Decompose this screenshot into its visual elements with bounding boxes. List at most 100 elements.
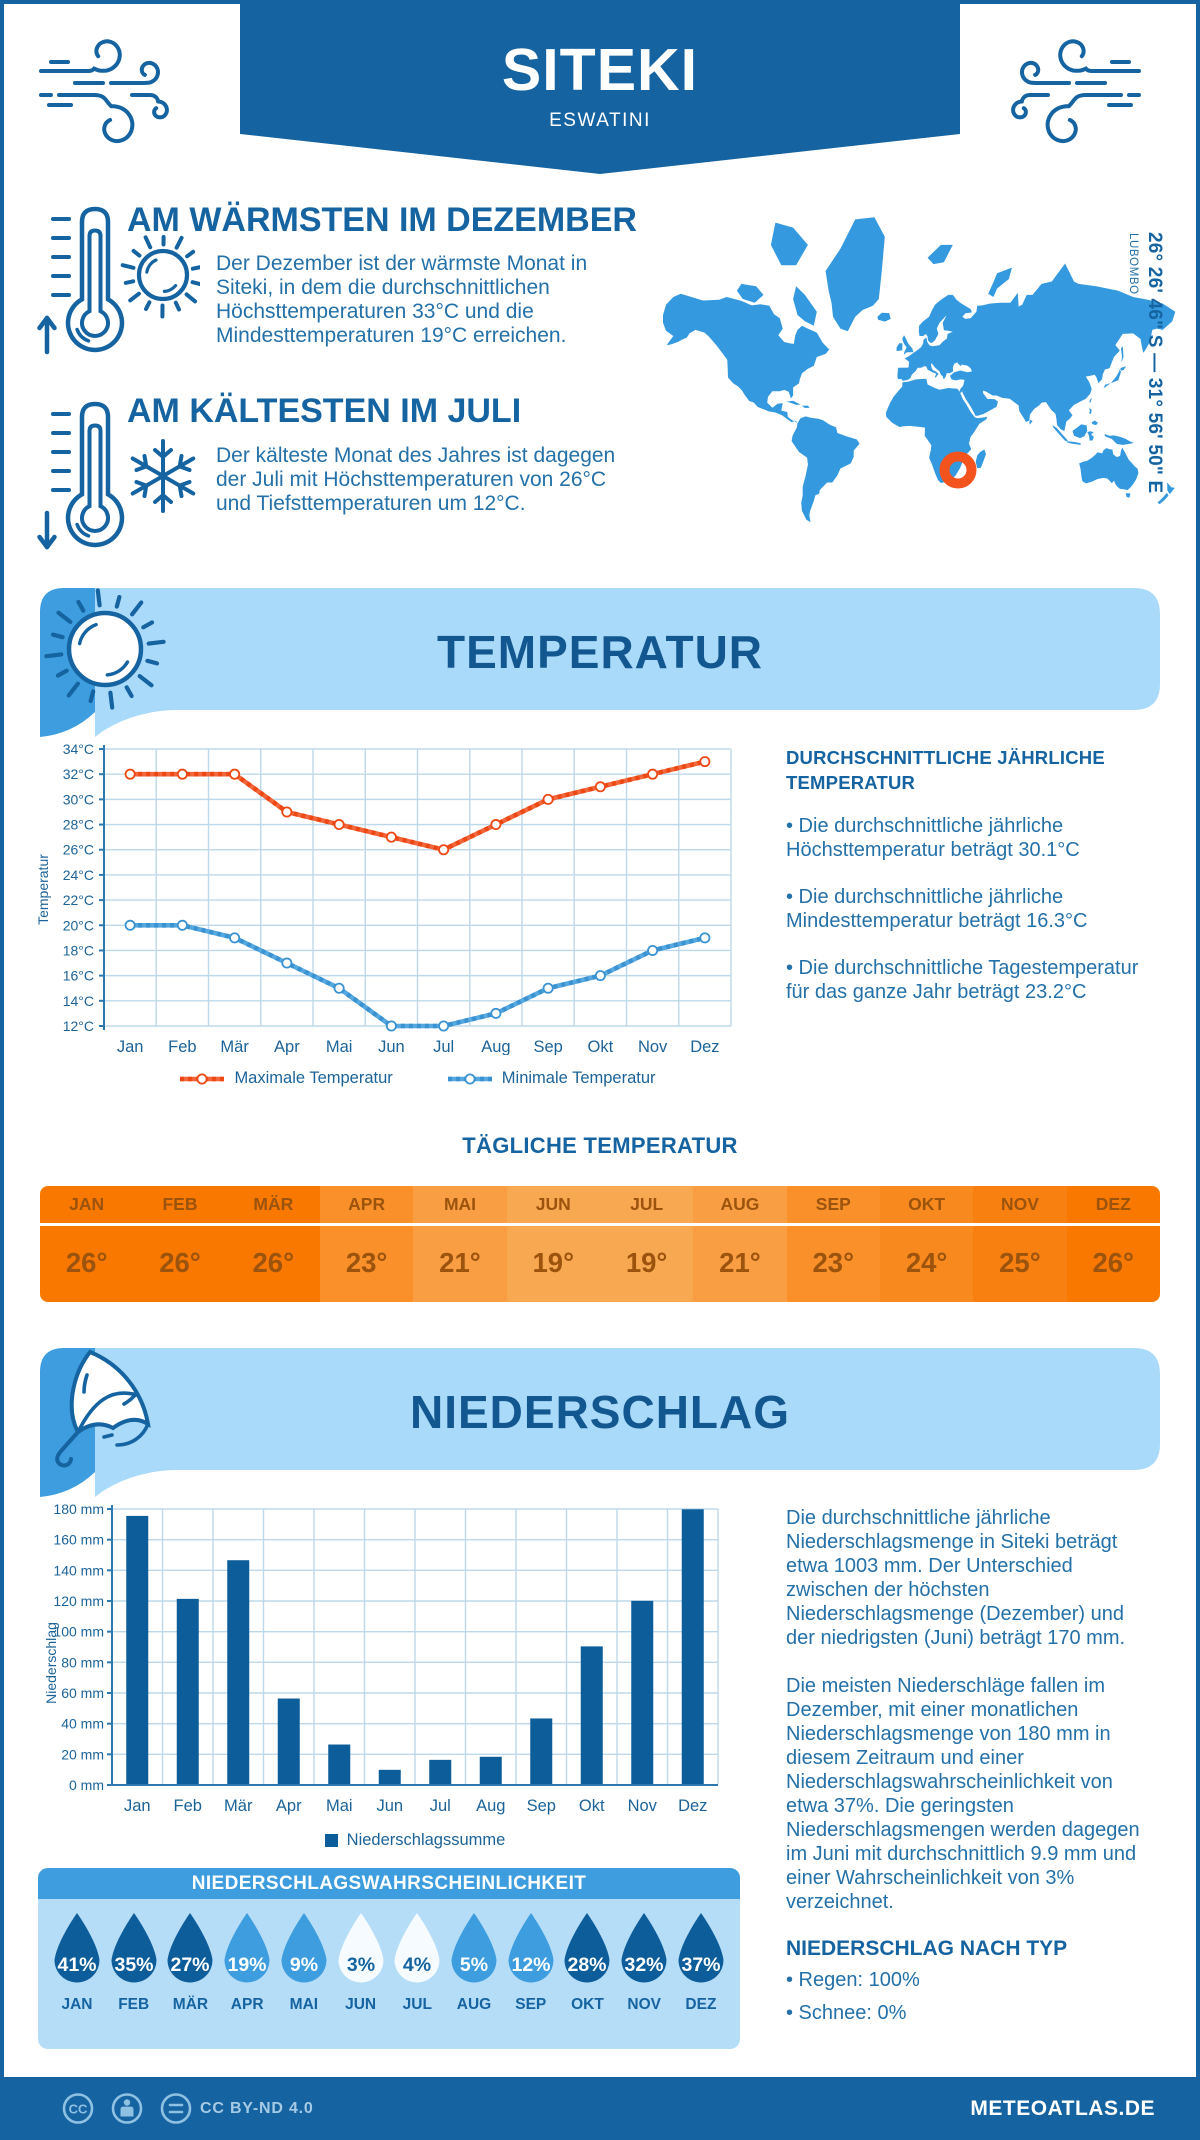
raindrop-icon: 12% xyxy=(508,1913,554,1983)
probability-drop: 27% MÄR xyxy=(165,1912,215,2014)
legend-label: Maximale Temperatur xyxy=(234,1069,393,1087)
raindrop-shape xyxy=(167,1913,213,1983)
raindrop-shape xyxy=(451,1913,497,1983)
bar xyxy=(580,1646,603,1785)
svg-text:Sep: Sep xyxy=(527,1797,556,1815)
daily-temp-column: NOV 25° xyxy=(973,1186,1067,1302)
avg-max-temp-bullet: • Die durchschnittliche jährliche Höchst… xyxy=(786,815,1080,861)
svg-text:Jun: Jun xyxy=(376,1797,403,1815)
precipitation-paragraph: Die durchschnittliche jährliche Niedersc… xyxy=(786,1507,1126,1649)
daily-temp-column: DEZ 26° xyxy=(1066,1186,1160,1302)
raindrop-icon: 4% xyxy=(394,1913,440,1983)
svg-text:Apr: Apr xyxy=(274,1038,300,1055)
legend-item: Minimale Temperatur xyxy=(447,1069,656,1088)
raindrop-shape xyxy=(621,1913,667,1983)
legend-item: Maximale Temperatur xyxy=(179,1069,393,1088)
snow-share-bullet: • Schnee: 0% xyxy=(786,2002,907,2024)
raindrop-icon: 3% xyxy=(338,1913,384,1983)
y-tick-label: 180 mm xyxy=(53,1501,104,1517)
y-tick-label: 160 mm xyxy=(53,1532,104,1548)
cc-license-icons: CC xyxy=(62,2093,192,2124)
svg-text:Nov: Nov xyxy=(628,1797,658,1815)
daily-temp-month: APR xyxy=(319,1186,414,1226)
raindrop-icon: 5% xyxy=(451,1913,497,1983)
brand-label: METEOATLAS.DE xyxy=(970,2096,1155,2120)
raindrop-shape xyxy=(281,1913,327,1983)
raindrop-shape xyxy=(54,1913,100,1983)
daily-temp-value: 25° xyxy=(999,1247,1041,1278)
thermometer-snowflake-icon xyxy=(37,401,196,550)
precipitation-banner xyxy=(40,1348,1160,1497)
y-tick-label: 16°C xyxy=(63,968,94,984)
daily-temp-month: JUN xyxy=(506,1186,600,1226)
daily-temperature-title: TÄGLICHE TEMPERATUR xyxy=(462,1133,738,1158)
daily-temp-column: JAN 26° xyxy=(40,1186,134,1302)
world-map xyxy=(663,217,1176,523)
cc-nd-icon xyxy=(160,2093,192,2124)
daily-temp-value: 26° xyxy=(65,1247,108,1278)
probability-value: 5% xyxy=(460,1954,488,1976)
svg-text:Sep: Sep xyxy=(533,1038,562,1055)
temperature-section-title: TEMPERATUR xyxy=(436,626,764,678)
probability-drop: 41% JAN xyxy=(52,1912,102,2014)
daily-temp-column: MÄR 26° xyxy=(226,1186,320,1302)
y-tick-label: 26°C xyxy=(63,842,94,858)
y-tick-label: 24°C xyxy=(63,867,94,883)
probability-value: 28% xyxy=(568,1954,607,1976)
raindrop-shape xyxy=(224,1913,270,1983)
temperature-chart: 12°C 14°C 16°C 18°C 20°C 22°C 24°C 26°C 28°C 30°C… xyxy=(35,741,732,1055)
probability-month: JUL xyxy=(402,1996,432,2013)
daily-temp-column: SEP 23° xyxy=(786,1186,880,1302)
y-tick-label: 80 mm xyxy=(61,1654,104,1670)
map-region-label: LUBOMBO xyxy=(1127,233,1139,295)
legend-label: Minimale Temperatur xyxy=(501,1069,656,1087)
daily-temp-value: 23° xyxy=(812,1247,855,1278)
daily-temp-column: APR 23° xyxy=(319,1186,414,1302)
svg-text:Okt: Okt xyxy=(579,1797,605,1815)
raindrop-shape xyxy=(508,1913,554,1983)
svg-text:Mär: Mär xyxy=(220,1038,249,1055)
page-title: SITEKI xyxy=(501,37,699,103)
bar xyxy=(429,1759,452,1785)
precipitation-section-title: NIEDERSCHLAG xyxy=(409,1386,791,1438)
avg-day-temp-bullet: • Die durchschnittliche Tagestemperatur … xyxy=(786,957,1139,1003)
coldest-text: Der kälteste Monat des Jahres ist dagege… xyxy=(216,444,616,515)
precipitation-paragraph: Die meisten Niederschläge fallen im Deze… xyxy=(786,1675,1140,1913)
precipitation-chart: 0 mm 20 mm 40 mm 60 mm 80 mm 100 mm 120 mm 140 … xyxy=(43,1501,719,1815)
probability-drop: 32% NOV xyxy=(619,1912,669,2014)
svg-text:Okt: Okt xyxy=(588,1038,614,1055)
probability-month: DEZ xyxy=(685,1996,717,2013)
y-tick-label: 14°C xyxy=(63,993,94,1009)
probability-drop: 9% MAI xyxy=(279,1912,329,2014)
bar xyxy=(378,1769,401,1785)
bar xyxy=(631,1600,654,1785)
daily-temp-value: 26° xyxy=(1092,1247,1135,1278)
rain-share-bullet: • Regen: 100% xyxy=(786,1969,920,1991)
daily-temp-value: 26° xyxy=(159,1247,201,1278)
probability-value: 41% xyxy=(57,1954,96,1976)
daily-temperature-table: JAN 26° FEB 26° MÄR 26° APR 23° MAI 21° JUN 19° JUL 1… xyxy=(40,1186,1160,1302)
probability-drop: 35% FEB xyxy=(109,1912,159,2014)
y-tick-label: 40 mm xyxy=(61,1716,104,1732)
daily-temp-month: NOV xyxy=(973,1186,1067,1226)
y-tick-label: 22°C xyxy=(63,892,94,908)
svg-text:Dez: Dez xyxy=(678,1797,707,1815)
raindrop-icon: 9% xyxy=(281,1913,327,1983)
daily-temp-value: 19° xyxy=(532,1247,575,1278)
daily-temp-value: 21° xyxy=(439,1247,481,1278)
raindrop-icon: 41% xyxy=(54,1913,100,1983)
probability-month: SEP xyxy=(515,1996,547,2013)
probability-month: MAI xyxy=(289,1996,319,2013)
probability-drop: 12% SEP xyxy=(506,1912,556,2014)
map-coordinates: 26° 26' 46" S — 31° 56' 50" E xyxy=(1144,232,1165,494)
daily-temp-month: OKT xyxy=(879,1186,974,1226)
raindrop-icon: 35% xyxy=(111,1913,157,1983)
probability-drops: 41% JAN 35% FEB 27% MÄR 19% APR 9% MAI 3% JUN 4% JUL 5… xyxy=(38,1899,740,2014)
y-tick-label: 20 mm xyxy=(61,1746,104,1762)
svg-text:Jul: Jul xyxy=(433,1038,454,1055)
probability-value: 32% xyxy=(625,1954,664,1976)
legend-label: Niederschlagssumme xyxy=(346,1831,506,1849)
probability-month: AUG xyxy=(456,1996,492,2013)
daily-temp-column: MAI 21° xyxy=(413,1186,507,1302)
daily-temp-column: FEB 26° xyxy=(133,1186,227,1302)
